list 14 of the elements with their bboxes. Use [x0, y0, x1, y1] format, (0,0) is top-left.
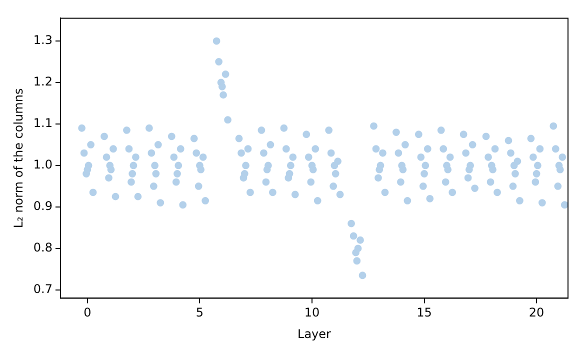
x-tick-label: 0 [84, 306, 92, 320]
y-tick-label: 0.9 [33, 199, 52, 214]
y-tick-label: 1.1 [33, 116, 52, 130]
x-axis-title: Layer [298, 326, 332, 341]
y-tick-label: 1.3 [33, 33, 52, 48]
x-tick-label: 10 [304, 306, 320, 320]
x-tick-label: 20 [528, 306, 544, 320]
y-tick-label: 0.8 [33, 240, 52, 255]
y-tick-label: 0.7 [33, 282, 52, 296]
y-tick-label: 1.2 [33, 74, 52, 89]
y-tick-label: 1.0 [33, 158, 52, 172]
y-axis-title: L₂ norm of the columns [11, 88, 26, 228]
x-tick-label: 5 [196, 306, 204, 320]
x-tick-label: 15 [416, 306, 432, 320]
